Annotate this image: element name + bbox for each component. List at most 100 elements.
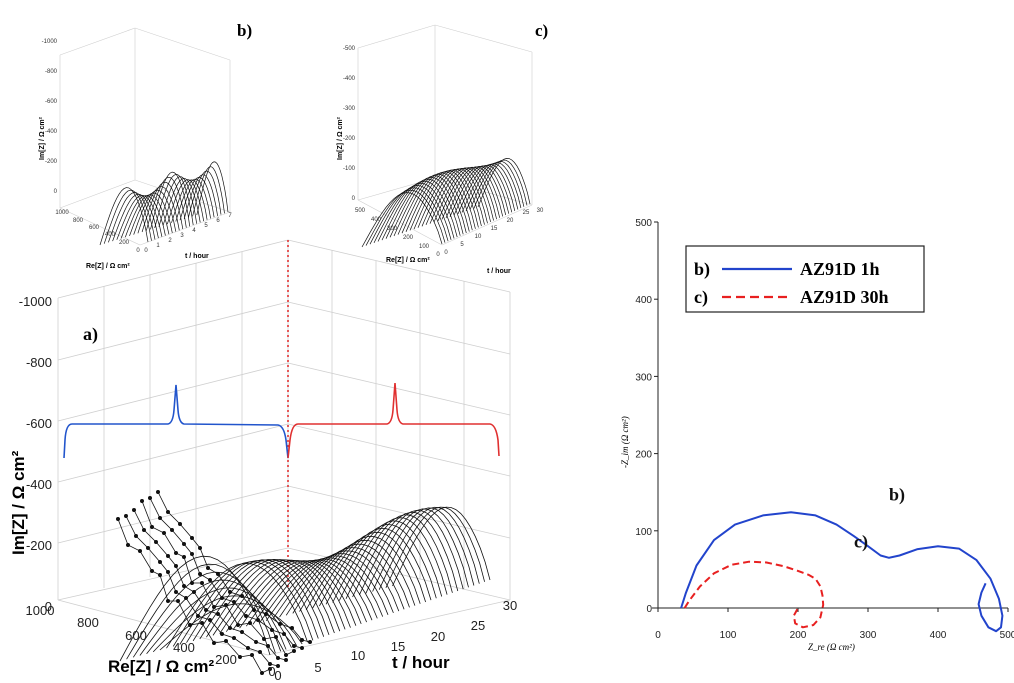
panel-a-trace — [345, 514, 453, 599]
panel-a-early-trace — [133, 509, 287, 661]
panel-b-trace — [112, 193, 159, 242]
panel-c-x-tick: 400 — [371, 217, 382, 223]
panel-a-x-tick: 1000 — [26, 603, 55, 618]
legend-tag-c: c) — [694, 287, 708, 308]
panel-b-x-tick: 800 — [73, 218, 84, 224]
legend-label-c: AZ91D 30h — [800, 287, 889, 307]
panel-b-y-tick: 3 — [180, 233, 184, 239]
nyquist-y-tick: 500 — [635, 218, 652, 229]
panel-a-y-tick: 15 — [391, 639, 405, 654]
panel-a-grid — [57, 239, 511, 656]
nyquist-y-tick: 0 — [646, 604, 652, 615]
panel-a-trace — [265, 555, 389, 622]
panel-b-z-tick: -400 — [45, 129, 58, 135]
panel-b-waterfall-surface — [99, 161, 229, 246]
panel-c-trace — [417, 168, 485, 228]
panel-b-trace — [150, 171, 191, 230]
panel-a-z-tick: -1000 — [19, 294, 52, 309]
nyquist-x-tick: 200 — [790, 630, 807, 641]
panel-b-trace — [162, 178, 201, 226]
panel-b-trace — [196, 161, 229, 216]
panel-c-trace — [477, 158, 531, 208]
panel-b-trace — [166, 179, 205, 225]
panel-c-z-tick: 0 — [352, 196, 356, 202]
panel-b-y-tick: 1 — [156, 243, 160, 249]
panel-b-y-tick: 2 — [168, 238, 172, 244]
legend-label-b: AZ91D 1h — [800, 259, 880, 279]
panel-a-x-tick: 400 — [173, 640, 195, 655]
panel-a-projection-red — [287, 382, 500, 459]
panel-b-trace — [120, 195, 166, 239]
nyquist-plot: 0 100 200 300 400 500 0 100 200 300 400 500 -Z_im … — [620, 218, 1014, 652]
panel-c-trace — [465, 162, 522, 212]
panel-a-trace — [126, 563, 276, 660]
panel-a-x-tick: 0 — [268, 664, 275, 679]
panel-b-trace — [192, 166, 225, 217]
panel-c-trace — [441, 166, 504, 220]
panel-c: -500 -400 -300 -200 -100 0 500 400 300 200 100 0 0… — [337, 21, 548, 275]
panel-b-trace — [175, 178, 211, 222]
panel-c-trace — [409, 170, 479, 231]
panel-b-y-tick: 5 — [204, 223, 208, 229]
panel-a-trace — [245, 559, 373, 627]
panel-c-trace — [449, 165, 510, 217]
panel-b-label: b) — [237, 21, 252, 40]
panel-a-trace — [206, 559, 341, 638]
panel-c-trace — [421, 168, 488, 227]
panel-c-x-tick: 300 — [387, 226, 398, 232]
nyquist-y-tick: 100 — [635, 527, 652, 538]
nyquist-x-tick: 0 — [655, 630, 661, 641]
nyquist-ylabel: -Z_im (Ω cm²) — [620, 416, 630, 468]
panel-a-projection-blue — [63, 384, 289, 459]
panel-a-early-trace — [149, 497, 303, 649]
panel-b-x-tick: 1000 — [55, 210, 69, 216]
panel-c-trace — [473, 159, 528, 209]
panel-a-early-trace — [157, 491, 311, 643]
panel-a-trace — [132, 571, 282, 658]
panel-c-trace — [469, 161, 525, 210]
panel-b-x-tick: 200 — [119, 240, 130, 246]
panel-a-trace — [219, 559, 351, 634]
panel-a-trace — [352, 511, 459, 598]
panel-c-y-tick: 5 — [460, 242, 464, 248]
panel-a-trace — [225, 560, 357, 632]
panel-b-trace — [116, 195, 163, 240]
nyquist-curve-label-1: c) — [854, 532, 868, 553]
panel-a-y-tick: 25 — [471, 618, 485, 633]
panel-a-trace — [312, 531, 426, 609]
panel-a-trace — [232, 560, 362, 631]
panel-c-trace — [445, 166, 507, 219]
nyquist-xlabel: Z_re (Ω cm²) — [808, 642, 855, 652]
panel-b-zlabel: Im[Z] / Ω cm² — [39, 116, 46, 160]
panel-b-trace — [154, 174, 194, 229]
panel-a-trace — [199, 558, 335, 640]
panel-c-trace — [461, 163, 519, 213]
panel-c-y-tick: 25 — [523, 210, 530, 216]
nyquist-curve-label-0: b) — [889, 484, 905, 505]
nyquist-y-tick: 400 — [635, 295, 652, 306]
panel-a-trace — [372, 507, 475, 592]
panel-a-xlabel: Re[Z] / Ω cm² — [108, 657, 215, 676]
panel-b-z-tick: -800 — [45, 69, 58, 75]
nyquist-series-0 — [680, 511, 1004, 633]
panel-b-x-tick: 600 — [89, 225, 100, 231]
panel-c-trace — [393, 175, 467, 237]
nyquist-series-1 — [683, 560, 825, 629]
panel-b-xlabel: Re[Z] / Ω cm² — [86, 263, 130, 270]
panel-a-zlabel: Im[Z] / Ω cm² — [9, 450, 28, 555]
panel-a-y-tick: 10 — [351, 648, 365, 663]
panel-b-trace — [124, 194, 170, 238]
panel-c-trace — [457, 164, 516, 215]
panel-a-early-trace — [117, 518, 271, 674]
panel-c-z-tick: -100 — [343, 166, 356, 172]
panel-c-y-tick: 0 — [444, 250, 448, 256]
panel-c-waterfall-surface — [361, 158, 531, 248]
nyquist-x-tick: 400 — [930, 630, 947, 641]
panel-b-trace — [179, 177, 215, 221]
panel-a-y-tick: 20 — [431, 629, 445, 644]
panel-c-x-tick: 200 — [403, 235, 414, 241]
panel-b-y-tick: 6 — [216, 218, 220, 224]
panel-a-z-tick: -600 — [26, 416, 52, 431]
panel-c-label: c) — [535, 21, 548, 40]
